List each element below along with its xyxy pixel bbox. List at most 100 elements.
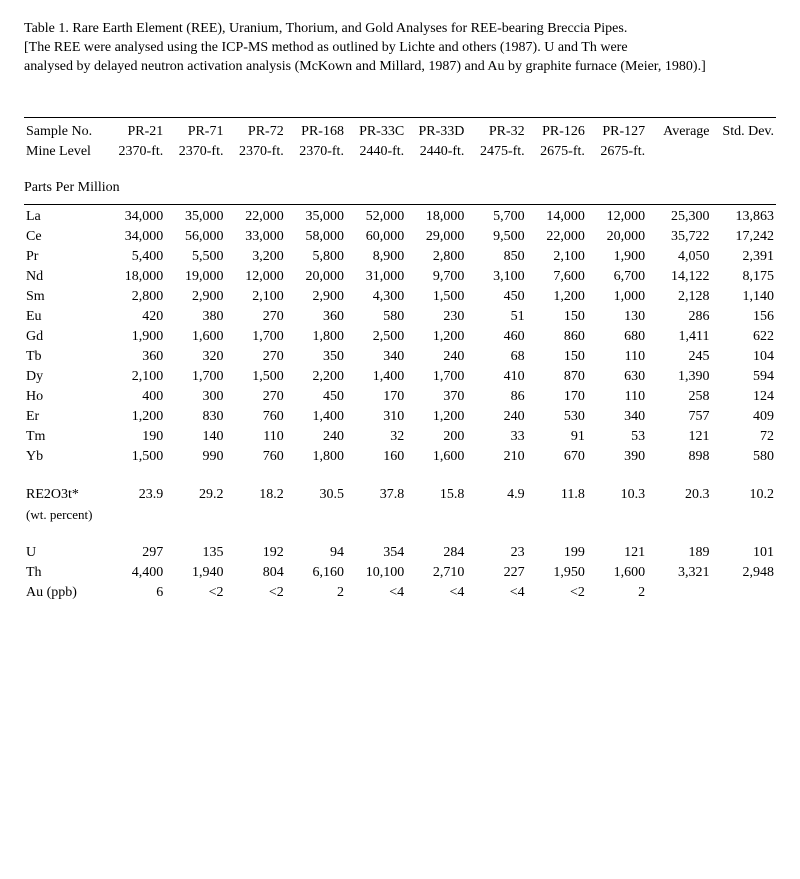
element-label: Ho [24, 387, 105, 407]
cell: 51 [466, 307, 526, 327]
cell: 210 [466, 447, 526, 467]
cell: 340 [587, 407, 647, 427]
element-label: Dy [24, 367, 105, 387]
cell: 192 [225, 543, 285, 563]
cell: 6,700 [587, 267, 647, 287]
cell: 11.8 [527, 485, 587, 505]
cell: 23 [466, 543, 526, 563]
table-row: Eu42038027036058023051150130286156 [24, 307, 776, 327]
cell: 22,000 [527, 227, 587, 247]
cell: 1,411 [647, 327, 711, 347]
cell: 898 [647, 447, 711, 467]
cell: 104 [712, 347, 776, 367]
cell: 3,200 [225, 247, 285, 267]
mine-level-label: Mine Level [24, 142, 105, 162]
col-subheader: 2675-ft. [587, 142, 647, 162]
cell: 400 [105, 387, 165, 407]
cell: 670 [527, 447, 587, 467]
element-label: La [24, 207, 105, 227]
col-header: PR-33D [406, 122, 466, 142]
cell: 860 [527, 327, 587, 347]
table-row: Ce34,00056,00033,00058,00060,00029,0009,… [24, 227, 776, 247]
cell: 110 [587, 387, 647, 407]
cell: 121 [587, 543, 647, 563]
cell: 189 [647, 543, 711, 563]
cell: 580 [346, 307, 406, 327]
cell: 1,200 [406, 407, 466, 427]
cell: 190 [105, 427, 165, 447]
col-header: PR-33C [346, 122, 406, 142]
table-row: Yb1,5009907601,8001601,60021067039089858… [24, 447, 776, 467]
cell: 4,400 [105, 563, 165, 583]
cell: 1,700 [406, 367, 466, 387]
cell: 150 [527, 307, 587, 327]
cell: 1,950 [527, 563, 587, 583]
element-label: Th [24, 563, 105, 583]
cell: 530 [527, 407, 587, 427]
cell: 10.2 [712, 485, 776, 505]
cell: 2,100 [105, 367, 165, 387]
cell: 1,940 [165, 563, 225, 583]
cell: 7,600 [527, 267, 587, 287]
col-header: PR-126 [527, 122, 587, 142]
cell: 35,000 [165, 207, 225, 227]
cell: 286 [647, 307, 711, 327]
cell: 2,900 [165, 287, 225, 307]
cell: 22,000 [225, 207, 285, 227]
cell: 1,600 [406, 447, 466, 467]
col-header: PR-72 [225, 122, 285, 142]
cell: 56,000 [165, 227, 225, 247]
cell: 1,200 [105, 407, 165, 427]
cell: 630 [587, 367, 647, 387]
col-header: Average [647, 122, 711, 142]
cell: 1,500 [105, 447, 165, 467]
cell: 240 [466, 407, 526, 427]
cell: 6 [105, 583, 165, 603]
cell: 760 [225, 447, 285, 467]
cell: 850 [466, 247, 526, 267]
col-header: PR-168 [286, 122, 346, 142]
cell: 13,863 [712, 207, 776, 227]
table-row: Dy2,1001,7001,5002,2001,4001,70041087063… [24, 367, 776, 387]
cell: 135 [165, 543, 225, 563]
table-row: Nd18,00019,00012,00020,00031,0009,7003,1… [24, 267, 776, 287]
cell: 354 [346, 543, 406, 563]
cell: 156 [712, 307, 776, 327]
cell: 240 [286, 427, 346, 447]
col-subheader: 2370-ft. [225, 142, 285, 162]
col-subheader: 2370-ft. [105, 142, 165, 162]
cell: 110 [225, 427, 285, 447]
cell: 199 [527, 543, 587, 563]
cell: 4.9 [466, 485, 526, 505]
cell: 380 [165, 307, 225, 327]
cell: 284 [406, 543, 466, 563]
cell: 33,000 [225, 227, 285, 247]
cell: 1,000 [587, 287, 647, 307]
element-label: Pr [24, 247, 105, 267]
table-row: Gd1,9001,6001,7001,8002,5001,20046086068… [24, 327, 776, 347]
cell: 53 [587, 427, 647, 447]
cell: 12,000 [587, 207, 647, 227]
cell: 830 [165, 407, 225, 427]
cell: 9,500 [466, 227, 526, 247]
cell: 460 [466, 327, 526, 347]
cell: 8,175 [712, 267, 776, 287]
cell: 8,900 [346, 247, 406, 267]
cell: 58,000 [286, 227, 346, 247]
cell: 360 [286, 307, 346, 327]
cell [712, 583, 776, 603]
rule-top [24, 117, 776, 118]
caption-line: [The REE were analysed using the ICP-MS … [24, 39, 776, 58]
cell: 1,200 [527, 287, 587, 307]
cell: 14,000 [527, 207, 587, 227]
table-row: Er1,2008307601,4003101,20024053034075740… [24, 407, 776, 427]
sample-no-label: Sample No. [24, 122, 105, 142]
cell: 410 [466, 367, 526, 387]
cell [647, 583, 711, 603]
element-label: Tm [24, 427, 105, 447]
re2o3-row: RE2O3t* 23.929.218.230.537.815.84.911.81… [24, 485, 776, 505]
cell: 18.2 [225, 485, 285, 505]
cell: 35,722 [647, 227, 711, 247]
cell: 20,000 [587, 227, 647, 247]
cell: 31,000 [346, 267, 406, 287]
